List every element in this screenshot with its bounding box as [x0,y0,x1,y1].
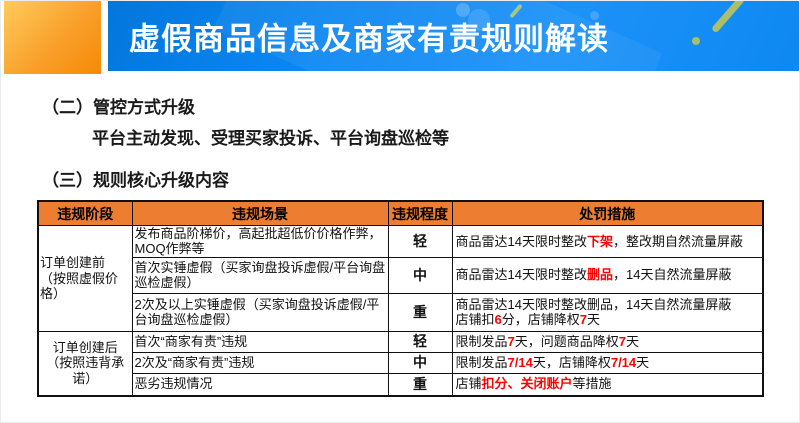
table-row: 恶劣违规情况重店铺扣分、关闭账户等措施 [38,372,764,397]
table-header: 违规阶段 违规场景 违规程度 处罚措施 [37,200,764,226]
stage-cell: 订单创建前 （按照虚假价 格） [37,225,133,332]
punishment-highlight: 扣分、关闭账户 [481,376,573,392]
punishment-cell: 商品雷达14天限时整改删品，14天自然流量屏蔽 [451,256,764,294]
punishment-text: 限制发品 [455,354,508,370]
scene-cell: 2次及“商家有责”违规 [131,351,389,374]
punishment-text: 店铺 [455,376,482,392]
header-orange-block [4,1,101,74]
grade-cell: 重 [387,372,453,397]
column-header: 违规阶段 [37,200,133,226]
scene-cell: 恶劣违规情况 [131,372,389,397]
section-heading-core-upgrade: （三）规则核心升级内容 [42,171,229,190]
dot-decor-icon [692,37,700,45]
stage-cell: 订单创建后 （按照违背承 诺） [37,330,133,397]
punishment-cell: 限制发品7/14天，店铺降权7/14天 [451,351,764,374]
grade-cell: 重 [387,292,453,332]
scene-cell: 2次及以上实锤虚假（买家询盘投诉虚假/平台询盘巡检虚假） [131,292,389,332]
grade-cell: 轻 [387,225,453,258]
circle-decor-icon [468,9,490,31]
punishment-highlight: 删品 [586,267,613,283]
page-title: 虚假商品信息及商家有责规则解读 [129,21,609,57]
grade-cell: 轻 [387,330,453,353]
section-detail-text: 平台主动发现、受理买家投诉、平台询盘巡检等 [92,129,449,148]
punishment-text: 天 [626,333,640,349]
punishment-highlight: 7 [579,312,587,328]
punishment-text: 限制发品 [455,333,508,349]
punishment-text: 商品雷达14天限时整改删品，14天自然流量屏蔽 店铺扣 [455,296,732,328]
punishment-text: 商品雷达14天限时整改 [455,267,587,283]
grade-cell: 中 [387,351,453,374]
table-row: 订单创建前 （按照虚假价 格） 发布商品阶梯价，高起批超低价价格作弊，MOQ作弊等… [37,225,764,332]
punishment-text: ，14天自然流量屏蔽 [612,267,732,283]
table-row: 订单创建后 （按照违背承 诺） 首次“商家有责”违规轻限制发品7天，问题商品降权7… [37,330,764,397]
punishment-text: 天，店铺降权 [532,354,611,370]
circle-decor-icon [590,11,599,20]
punishment-text: 天 [587,312,601,328]
rules-table-container: 违规阶段 违规场景 违规程度 处罚措施 订单创建前 （按照虚假价 格） 发布商品阶梯价，… [37,200,764,397]
slash-decor-icon [710,1,746,34]
table-row: 首次实锤虚假（买家询盘投诉虚假/平台询盘巡检虚假）中商品雷达14天限时整改删品，… [38,256,764,294]
punishment-highlight: 下架 [586,233,613,249]
table-header-row: 违规阶段 违规场景 违规程度 处罚措施 [37,200,764,226]
punishment-text: 天 [636,354,650,370]
punishment-highlight: 7/14 [610,354,637,370]
scene-cell: 首次实锤虚假（买家询盘投诉虚假/平台询盘巡检虚假） [131,256,389,294]
punishment-text: 天，问题商品降权 [514,333,619,349]
punishment-highlight: 7/14 [507,354,533,370]
punishment-text: ，整改期自然流量屏蔽 [612,233,743,249]
rules-table: 违规阶段 违规场景 违规程度 处罚措施 订单创建前 （按照虚假价 格） 发布商品阶梯价，… [37,200,764,397]
punishment-text: 分，店铺降权 [501,312,580,328]
scene-cell: 首次“商家有责”违规 [131,330,389,353]
table-body: 订单创建前 （按照虚假价 格） 发布商品阶梯价，高起批超低价价格作弊，MOQ作弊等… [37,225,764,397]
punishment-cell: 限制发品7天，问题商品降权7天 [451,330,764,353]
punishment-text: 商品雷达14天限时整改 [455,233,587,249]
punishment-highlight: 6 [494,312,502,328]
punishment-cell: 商品雷达14天限时整改删品，14天自然流量屏蔽 店铺扣6分，店铺降权7天 [451,292,764,332]
punishment-highlight: 7 [507,333,515,349]
column-header: 处罚措施 [451,200,764,226]
header-banner: 虚假商品信息及商家有责规则解读 [108,1,799,71]
punishment-cell: 店铺扣分、关闭账户等措施 [451,372,764,397]
punishment-cell: 商品雷达14天限时整改下架，整改期自然流量屏蔽 [451,225,764,258]
column-header: 违规程度 [387,200,453,226]
circle-decor-icon [456,3,470,17]
table-row: 2次及“商家有责”违规中限制发品7/14天，店铺降权7/14天 [38,351,764,374]
scene-cell: 发布商品阶梯价，高起批超低价价格作弊，MOQ作弊等 [131,225,389,258]
punishment-highlight: 7 [618,333,626,349]
section-heading-control-upgrade: （二）管控方式升级 [42,98,195,117]
table-row: 2次及以上实锤虚假（买家询盘投诉虚假/平台询盘巡检虚假）重商品雷达14天限时整改… [38,292,764,332]
column-header: 违规场景 [131,200,389,226]
grade-cell: 中 [387,256,453,294]
punishment-text: 等措施 [572,376,612,392]
